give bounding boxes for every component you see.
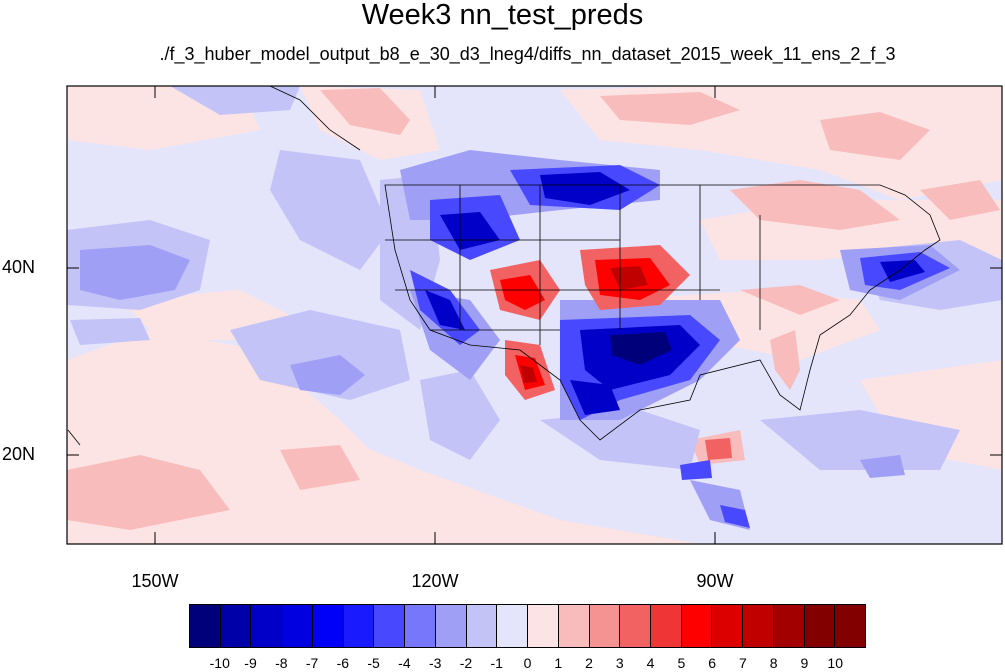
- colorbar-swatch: [251, 605, 283, 647]
- lon-label-120w: 120W: [411, 571, 459, 591]
- lon-label-90w: 90W: [696, 571, 734, 591]
- colorbar-tick-label: -10: [209, 655, 230, 671]
- map-field: [67, 86, 1002, 544]
- colorbar-swatch: [651, 605, 682, 647]
- colorbar-tick-label: -6: [336, 655, 350, 671]
- colorbar-tick-label: 3: [615, 655, 624, 671]
- colorbar-tick-label: 2: [585, 655, 593, 671]
- colorbar-swatch: [804, 605, 836, 647]
- colorbar-swatch: [374, 605, 406, 647]
- colorbar-tick-label: 6: [708, 655, 717, 671]
- colorbar-swatch: [835, 605, 866, 647]
- colorbar-swatch: [343, 605, 375, 647]
- colorbar-tick-label: -9: [244, 655, 257, 671]
- colorbar-tick-label: -5: [367, 655, 380, 671]
- colorbar-swatch: [435, 605, 467, 647]
- extreme-positive-core: [520, 266, 648, 383]
- lat-label-40n: 40N: [2, 257, 36, 277]
- colorbar-swatch: [773, 605, 805, 647]
- colorbar-swatch: [466, 605, 498, 647]
- colorbar-swatch: [620, 605, 652, 647]
- colorbar-swatch: [312, 605, 344, 647]
- colorbar-tick-label: -2: [459, 655, 473, 671]
- colorbar-tick-label: 8: [769, 655, 778, 671]
- colorbar-swatch: [497, 605, 529, 647]
- colorbar-tick-label: 0: [523, 655, 532, 671]
- colorbar: [189, 604, 866, 648]
- chart-subtitle: ./f_3_huber_model_output_b8_e_30_d3_lneg…: [159, 44, 896, 64]
- colorbar-swatch: [712, 605, 744, 647]
- colorbar-swatch: [405, 605, 436, 647]
- colorbar-tick-label: -1: [490, 655, 503, 671]
- lon-label-150w: 150W: [131, 571, 179, 591]
- colorbar-swatch: [190, 605, 221, 647]
- chart-title: Week3 nn_test_preds: [361, 0, 644, 31]
- colorbar-swatch: [220, 605, 252, 647]
- axis-ticks: [67, 86, 1002, 544]
- colorbar-tick-label: 5: [677, 655, 686, 671]
- moderate-positive-regions: [67, 88, 1000, 530]
- colorbar-tick-label: 10: [827, 655, 843, 671]
- colorbar-tick-label: -7: [305, 655, 319, 671]
- colorbar-swatch: [743, 605, 774, 647]
- colorbar-swatch: [681, 605, 713, 647]
- colorbar-swatch: [589, 605, 621, 647]
- extreme-negative-core: [610, 332, 672, 365]
- colorbar-tick-label: -8: [275, 655, 288, 671]
- colorbar-swatch: [282, 605, 313, 647]
- colorbar-tick-label: 1: [554, 655, 563, 671]
- colorbar-swatch: [558, 605, 590, 647]
- colorbar-tick-label: 7: [739, 655, 747, 671]
- political-boundaries: [67, 86, 941, 446]
- colorbar-tick-label: 4: [646, 655, 655, 671]
- colorbar-tick-label: -3: [428, 655, 442, 671]
- lat-label-20n: 20N: [2, 444, 36, 464]
- colorbar-tick-label: 9: [800, 655, 809, 671]
- colorbar-swatch: [528, 605, 559, 647]
- colorbar-tick-label: -4: [398, 655, 411, 671]
